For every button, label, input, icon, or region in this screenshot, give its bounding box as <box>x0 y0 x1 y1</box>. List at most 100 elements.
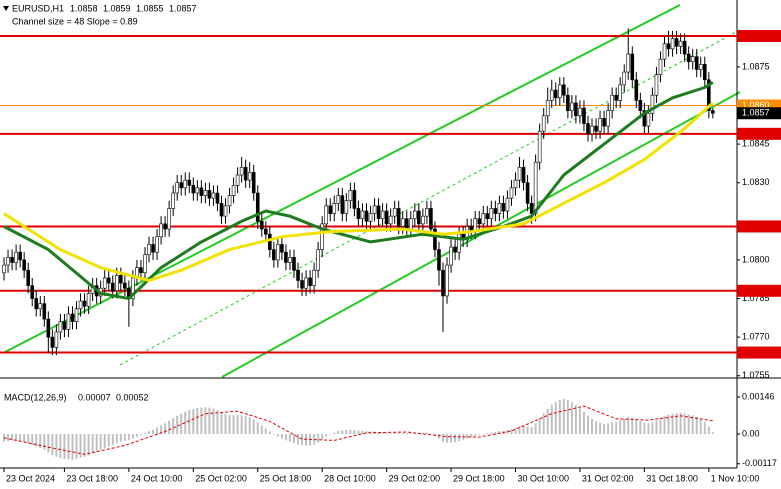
macd-bar <box>474 434 477 437</box>
macd-bar <box>19 434 22 441</box>
macd-bar <box>647 423 650 435</box>
macd-bar <box>148 431 151 435</box>
macd-bar <box>156 427 159 435</box>
macd-bar <box>679 412 682 435</box>
macd-bar <box>538 418 541 435</box>
macd-bar <box>288 434 291 442</box>
y-tick-label: 1.0770 <box>742 331 770 341</box>
candle-body <box>570 102 574 111</box>
candle-body <box>320 223 324 250</box>
macd-bar <box>164 423 167 435</box>
macd-bar <box>341 430 344 435</box>
macd-bar <box>91 434 94 454</box>
macd-bar <box>691 415 694 435</box>
macd-bar <box>228 414 231 435</box>
candle-body <box>163 223 167 230</box>
macd-bar <box>699 418 702 435</box>
macd-bar <box>192 409 195 435</box>
macd-bar <box>172 418 175 435</box>
candle-body <box>38 303 43 310</box>
x-tick-label: 31 Oct 18:00 <box>646 473 698 483</box>
candle-body <box>501 202 506 212</box>
macd-bar <box>365 431 368 435</box>
macd-bar <box>111 434 114 445</box>
macd-bar <box>349 429 352 435</box>
candle-body <box>537 130 542 163</box>
candle-body <box>489 208 494 220</box>
candle-body <box>6 257 10 266</box>
macd-bar <box>280 434 283 439</box>
macd-bar <box>244 416 247 435</box>
candle-body <box>666 43 671 50</box>
channel-upper <box>4 4 681 353</box>
candle-body <box>485 213 490 220</box>
current-price: 1.0857 <box>742 108 770 118</box>
macd-bar <box>494 432 497 435</box>
macd-bar <box>87 434 90 456</box>
macd-bar <box>554 402 557 435</box>
candle-body <box>86 293 91 307</box>
macd-bar <box>695 416 698 435</box>
candle-body <box>348 190 353 202</box>
macd-bar <box>711 432 714 435</box>
y-tick-label: -0.00117 <box>742 458 777 468</box>
menu-icon <box>3 6 9 11</box>
macd-bar <box>687 414 690 435</box>
indicator-title: MACD(12,26,9) <box>4 392 67 402</box>
candle-body <box>404 218 409 230</box>
macd-bar <box>623 418 626 435</box>
macd-bar <box>454 434 457 443</box>
macd-bar <box>27 434 30 444</box>
macd-bar <box>75 434 78 459</box>
candle-body <box>557 84 562 99</box>
chart-subtitle: Channel size = 48 Slope = 0.89 <box>12 16 138 26</box>
candle-body <box>590 125 594 135</box>
candle-body <box>553 89 558 99</box>
macd-bar <box>260 425 263 435</box>
macd-bar <box>490 432 493 435</box>
candle-body <box>340 195 345 214</box>
candle-body <box>284 251 288 263</box>
candle-body <box>441 269 445 297</box>
candle-body <box>70 313 75 322</box>
candle-body <box>606 110 610 127</box>
macd-bar <box>530 426 533 435</box>
macd-bar <box>47 434 50 453</box>
macd-bar <box>107 434 110 447</box>
candle-body <box>288 257 292 263</box>
macd-bar <box>599 422 602 435</box>
macd-bar <box>329 434 332 435</box>
candle-body <box>622 71 627 86</box>
candle-body <box>698 64 703 70</box>
candle-body <box>445 264 449 297</box>
macd-bar <box>264 428 267 435</box>
candle-body <box>433 228 437 250</box>
x-tick-label: 25 Oct 18:00 <box>260 473 312 483</box>
candle-body <box>413 210 417 220</box>
x-tick-label: 30 Oct 10:00 <box>517 473 569 483</box>
macd-bar <box>466 434 469 439</box>
macd-bar <box>268 431 271 435</box>
macd-bar <box>321 434 324 440</box>
macd-bar <box>635 418 638 435</box>
macd-bar <box>284 434 287 441</box>
candle-body <box>594 125 598 132</box>
candle-body <box>364 210 369 222</box>
macd-bar <box>301 434 304 446</box>
macd-bar <box>381 432 384 435</box>
candle-body <box>574 102 578 117</box>
candle-body <box>304 277 308 289</box>
candle-body <box>211 192 216 199</box>
macd-bar <box>152 429 155 435</box>
x-tick-label: 28 Oct 10:00 <box>324 473 376 483</box>
macd-bar <box>409 432 412 435</box>
macd-bar <box>707 426 710 435</box>
candle-body <box>368 213 373 222</box>
y-tick-label: 1.0830 <box>742 177 770 187</box>
current-price-box <box>737 107 781 120</box>
candle-body <box>658 58 663 75</box>
candle-body <box>199 187 204 196</box>
macd-bar <box>276 434 279 437</box>
macd-bar <box>361 430 364 435</box>
